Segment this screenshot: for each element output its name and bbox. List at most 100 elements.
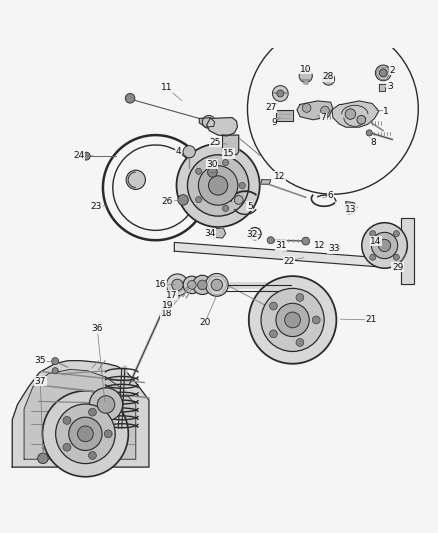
Circle shape xyxy=(357,115,366,124)
Circle shape xyxy=(104,430,112,438)
Text: 8: 8 xyxy=(370,138,376,147)
Polygon shape xyxy=(297,101,333,120)
Text: 18: 18 xyxy=(161,309,172,318)
Text: 32: 32 xyxy=(246,230,258,239)
Circle shape xyxy=(252,231,258,236)
Circle shape xyxy=(88,451,96,459)
Text: 15: 15 xyxy=(223,149,234,158)
Circle shape xyxy=(166,274,188,296)
Text: 19: 19 xyxy=(162,301,173,310)
Polygon shape xyxy=(209,228,226,238)
Circle shape xyxy=(299,69,312,83)
Circle shape xyxy=(362,223,407,268)
Text: 35: 35 xyxy=(35,356,46,365)
Circle shape xyxy=(196,168,202,174)
Circle shape xyxy=(208,167,217,177)
Text: 20: 20 xyxy=(199,318,211,327)
Circle shape xyxy=(78,426,93,442)
Text: 10: 10 xyxy=(300,65,311,74)
Polygon shape xyxy=(199,118,215,127)
Circle shape xyxy=(63,443,71,451)
Circle shape xyxy=(379,69,387,77)
Polygon shape xyxy=(329,246,339,250)
Circle shape xyxy=(302,237,310,245)
Circle shape xyxy=(38,453,48,464)
Circle shape xyxy=(178,195,188,205)
Text: 28: 28 xyxy=(322,72,333,82)
Circle shape xyxy=(393,231,399,237)
Polygon shape xyxy=(261,180,271,184)
Text: 4: 4 xyxy=(176,147,181,156)
Circle shape xyxy=(187,155,249,216)
Text: 11: 11 xyxy=(161,83,172,92)
Circle shape xyxy=(345,109,356,119)
Circle shape xyxy=(198,166,238,205)
Circle shape xyxy=(296,338,304,346)
Circle shape xyxy=(366,130,372,136)
Circle shape xyxy=(208,176,228,195)
Text: 34: 34 xyxy=(205,229,216,238)
Circle shape xyxy=(223,159,229,166)
Polygon shape xyxy=(401,219,414,284)
Text: 9: 9 xyxy=(271,118,277,127)
Polygon shape xyxy=(174,243,392,268)
Text: 21: 21 xyxy=(366,316,377,325)
Circle shape xyxy=(285,312,300,328)
Text: 33: 33 xyxy=(328,245,339,254)
Circle shape xyxy=(322,73,335,85)
Circle shape xyxy=(272,86,288,101)
Circle shape xyxy=(393,254,399,260)
Circle shape xyxy=(42,391,128,477)
Text: 27: 27 xyxy=(265,103,276,112)
Circle shape xyxy=(198,280,207,290)
Text: 31: 31 xyxy=(276,241,287,250)
Circle shape xyxy=(267,237,274,244)
Circle shape xyxy=(183,276,201,294)
Polygon shape xyxy=(223,135,239,155)
Circle shape xyxy=(249,276,336,364)
Text: 12: 12 xyxy=(314,241,325,250)
Text: 14: 14 xyxy=(370,237,381,246)
Polygon shape xyxy=(207,118,237,136)
Text: 26: 26 xyxy=(162,197,173,206)
Text: 29: 29 xyxy=(392,263,403,272)
Circle shape xyxy=(63,416,71,424)
Text: 6: 6 xyxy=(328,191,334,200)
Circle shape xyxy=(370,231,376,237)
Circle shape xyxy=(126,170,145,189)
Text: 24: 24 xyxy=(73,151,85,160)
Circle shape xyxy=(125,93,135,103)
Text: 25: 25 xyxy=(210,138,221,147)
Circle shape xyxy=(183,146,195,158)
Circle shape xyxy=(202,115,215,128)
Text: 17: 17 xyxy=(166,291,177,300)
Circle shape xyxy=(371,232,398,259)
Circle shape xyxy=(277,90,284,97)
Circle shape xyxy=(247,23,418,194)
Circle shape xyxy=(326,76,331,82)
Circle shape xyxy=(269,330,277,338)
Circle shape xyxy=(239,182,245,189)
Polygon shape xyxy=(12,361,149,467)
Text: 22: 22 xyxy=(283,257,295,266)
Text: 12: 12 xyxy=(274,172,285,181)
Circle shape xyxy=(88,408,96,416)
Circle shape xyxy=(177,144,260,227)
Circle shape xyxy=(370,254,376,260)
Circle shape xyxy=(187,280,196,289)
Circle shape xyxy=(82,152,90,160)
Circle shape xyxy=(261,288,324,351)
Circle shape xyxy=(97,395,115,413)
Circle shape xyxy=(321,106,329,115)
Circle shape xyxy=(312,316,320,324)
Circle shape xyxy=(378,239,391,252)
Circle shape xyxy=(269,302,277,310)
Text: 1: 1 xyxy=(383,107,389,116)
Polygon shape xyxy=(24,369,136,459)
Circle shape xyxy=(52,368,58,374)
Circle shape xyxy=(276,303,309,336)
Text: 36: 36 xyxy=(92,324,103,333)
Circle shape xyxy=(296,294,304,301)
Text: 37: 37 xyxy=(35,377,46,386)
Text: 30: 30 xyxy=(206,159,218,168)
